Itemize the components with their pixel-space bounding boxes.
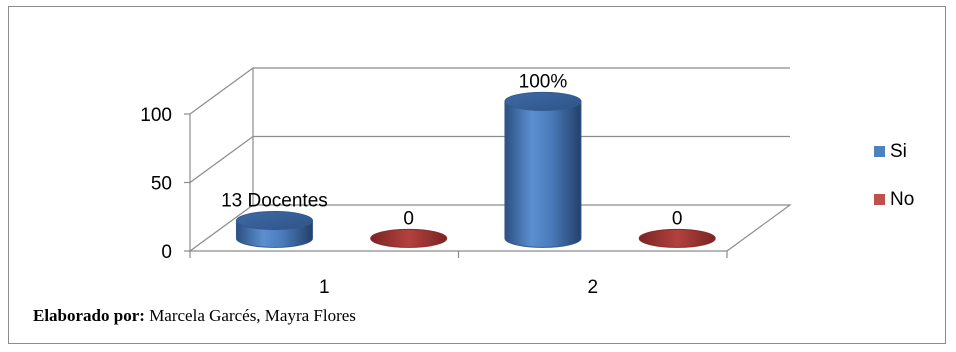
gridline-side [189,136,254,183]
credit-label: Elaborado por: [33,306,145,325]
bar-top [235,211,313,231]
legend-swatch [874,194,885,205]
data-label: 0 [403,208,414,229]
legend: Si No [874,141,914,210]
bar-disc [638,228,716,248]
legend-swatch [874,146,885,157]
gridline-side [189,67,254,115]
data-label: 0 [672,208,683,229]
chart-frame [8,6,946,344]
x-tick-label: 2 [587,277,598,298]
bar-top [504,91,582,111]
legend-label: No [890,189,914,210]
x-tick-label: 1 [319,277,330,298]
axes: 0 50 100 1 2 [140,67,792,298]
credit-line: Elaborado por: Marcela Garcés, Mayra Flo… [33,306,356,326]
bar [235,211,313,248]
credit-authors: Marcela Garcés, Mayra Flores [144,306,356,325]
bar [370,228,448,248]
data-label: 100% [519,71,568,92]
bar [638,228,716,248]
y-tick-label: 50 [151,174,172,195]
floor [188,204,792,252]
y-tick-label: 0 [161,242,172,263]
data-labels: 13 Docentes 0 100% 0 [221,71,682,229]
bar-disc [370,228,448,248]
legend-label: Si [890,141,907,162]
y-tick-label: 100 [140,105,172,126]
bar-body [504,100,582,248]
bar [504,91,582,248]
bars [235,91,716,248]
data-label: 13 Docentes [221,191,328,212]
